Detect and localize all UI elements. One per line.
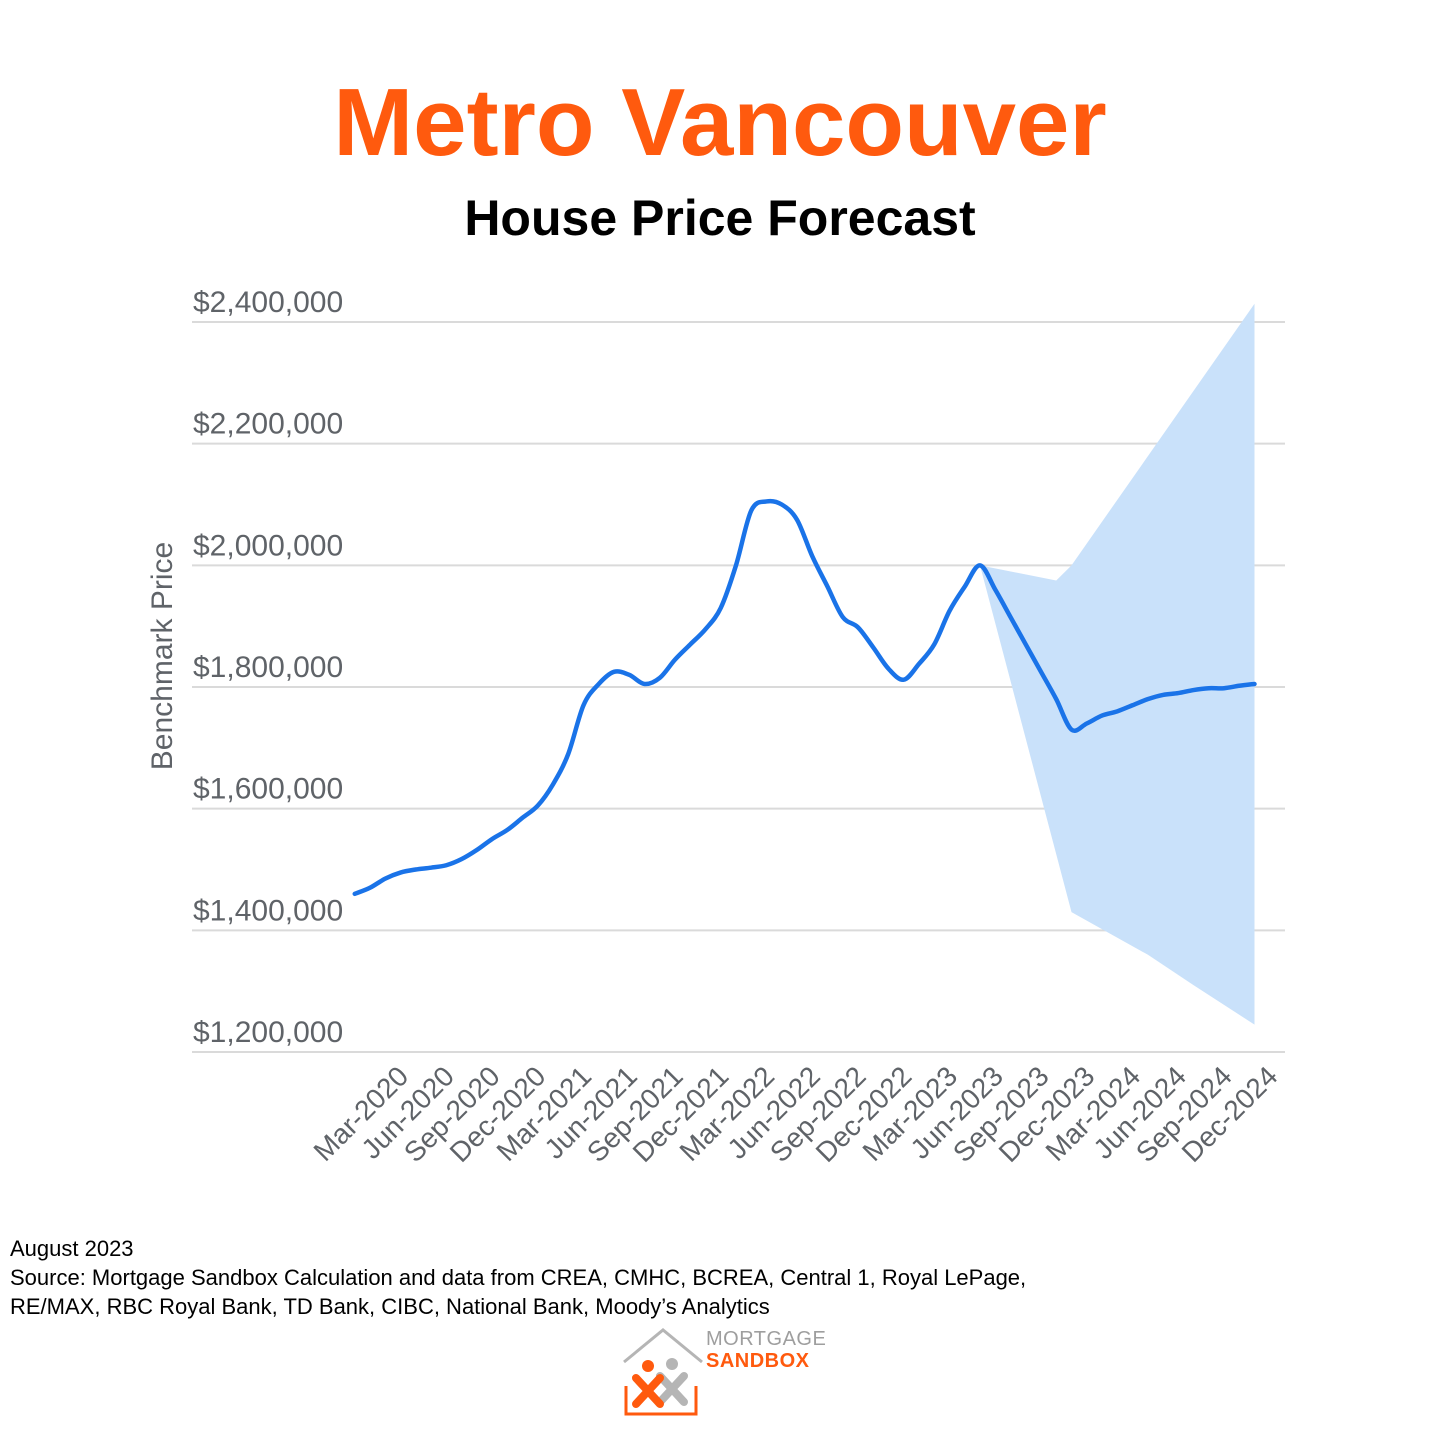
mortgage-sandbox-logo: MORTGAGE SANDBOX xyxy=(620,1326,840,1420)
source-line-1: Source: Mortgage Sandbox Calculation and… xyxy=(10,1265,1027,1290)
logo-text-sandbox: SANDBOX xyxy=(706,1350,810,1372)
price-series-line xyxy=(352,498,1257,897)
y-tick-label: $1,400,000 xyxy=(193,894,343,927)
y-tick-label: $1,600,000 xyxy=(193,773,343,806)
house-people-icon xyxy=(623,1328,703,1416)
footer-notes: August 2023 Source: Mortgage Sandbox Cal… xyxy=(10,1234,1026,1321)
forecast-band xyxy=(980,303,1255,1025)
logo-text-mortgage: MORTGAGE xyxy=(706,1328,827,1350)
chart-title: Metro Vancouver xyxy=(333,69,1107,176)
y-axis-label: Benchmark Price xyxy=(146,542,179,770)
report-date: August 2023 xyxy=(10,1236,134,1261)
y-tick-label: $2,000,000 xyxy=(193,529,343,562)
source-line-2: RE/MAX, RBC Royal Bank, TD Bank, CIBC, N… xyxy=(10,1294,770,1319)
y-tick-label: $2,400,000 xyxy=(193,286,343,319)
y-tick-label: $1,800,000 xyxy=(193,651,343,684)
y-tick-label: $2,200,000 xyxy=(193,408,343,441)
y-tick-label: $1,200,000 xyxy=(193,1016,343,1049)
chart-subtitle: House Price Forecast xyxy=(464,190,976,246)
